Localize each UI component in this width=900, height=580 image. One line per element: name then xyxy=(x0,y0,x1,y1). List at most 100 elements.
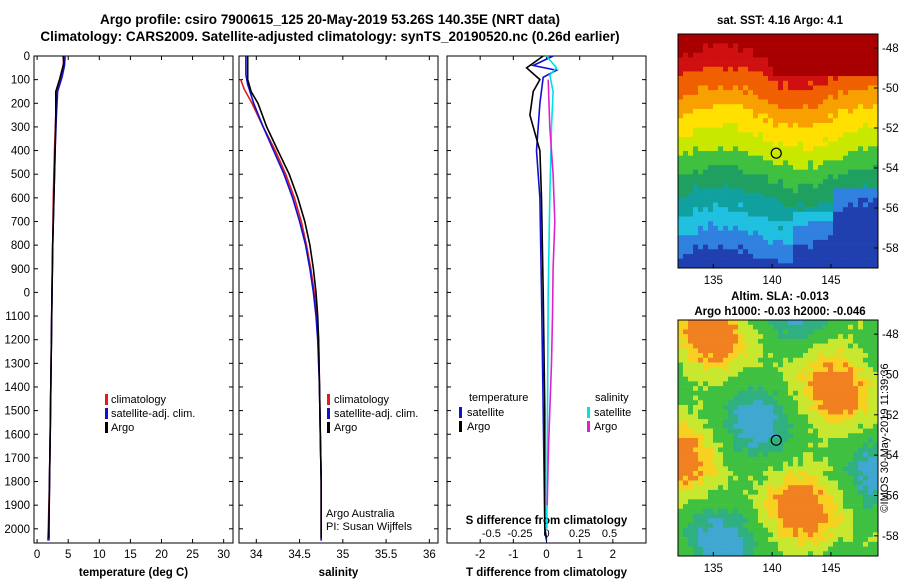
sal-xtick-label: 35 xyxy=(336,549,349,561)
temp-series-Argo xyxy=(48,55,65,539)
sla-ytick-label: -52 xyxy=(882,410,899,422)
sla-ytick-label: -54 xyxy=(882,450,899,462)
sst-map xyxy=(678,34,879,269)
sla-ytick-label: -50 xyxy=(882,369,899,381)
sla-xtick-label: 145 xyxy=(821,563,840,575)
sal-xtick-label: 34 xyxy=(250,549,263,561)
temp-xtick-label: 10 xyxy=(93,549,106,561)
sst-xtick-label: 135 xyxy=(704,275,723,287)
sst-ytick-label: -54 xyxy=(882,163,899,175)
sst-ytick-label: -48 xyxy=(882,43,899,55)
diff-legend-left: Argo xyxy=(467,421,490,433)
legend-swatch xyxy=(105,422,108,433)
diff-series-S-satellite xyxy=(545,55,558,529)
sal-legend-label: satellite-adj. clim. xyxy=(334,408,418,420)
temp-xtick-label: 15 xyxy=(124,549,137,561)
temp-legend-label: Argo xyxy=(111,422,134,434)
sst-float-marker xyxy=(770,147,782,159)
diff-xlabel: T difference from climatology xyxy=(466,567,628,579)
depth-tick-label: 1300 xyxy=(4,358,30,370)
diff-legend-right: Argo xyxy=(594,421,617,433)
sst-ytick-label: -56 xyxy=(882,203,899,215)
sla-ytick-label: -56 xyxy=(882,490,899,502)
sal-xtick-label: 36 xyxy=(423,549,436,561)
temp-xtick-label: 5 xyxy=(65,549,71,561)
temp-xlabel: temperature (deg C) xyxy=(79,567,188,579)
sla-map xyxy=(678,320,879,557)
diff-series-S-Argo xyxy=(546,79,556,506)
sla-float-marker xyxy=(770,434,782,446)
depth-tick-label: 500 xyxy=(11,169,30,181)
s-diff-tick-label: 0.25 xyxy=(569,528,590,540)
sst-ytick-label: -58 xyxy=(882,243,899,255)
depth-tick-label: 900 xyxy=(11,264,30,276)
chart-title-line2: Climatology: CARS2009. Satellite-adjuste… xyxy=(40,29,620,44)
depth-tick-label: 1100 xyxy=(5,311,30,323)
legend-swatch xyxy=(459,421,462,432)
sal-annotation-2: PI: Susan Wijffels xyxy=(326,521,412,533)
diff-series-T-satellite xyxy=(530,55,559,541)
depth-tick-label: 1400 xyxy=(4,382,30,394)
legend-swatch xyxy=(327,422,330,433)
sst-map-title: sat. SST: 4.16 Argo: 4.1 xyxy=(717,15,844,27)
sla-xtick-label: 140 xyxy=(763,563,782,575)
s-diff-tick-label: -0.25 xyxy=(507,528,532,540)
sal-legend-label: climatology xyxy=(334,394,390,406)
legend-swatch xyxy=(105,394,108,405)
sal-series-climatology xyxy=(239,79,322,541)
temp-xtick-label: 30 xyxy=(217,549,230,561)
diff-xtick-label: 1 xyxy=(576,549,582,561)
diff-legend-left: satellite xyxy=(467,407,504,419)
depth-tick-label: 1500 xyxy=(4,406,30,418)
s-diff-tick-label: 0.5 xyxy=(602,528,617,540)
sst-xtick-label: 145 xyxy=(821,275,840,287)
chart-title-line1: Argo profile: csiro 7900615_125 20-May-2… xyxy=(100,12,560,27)
s-diff-tick-label: -0.5 xyxy=(482,528,501,540)
sla-map-title-2: Argo h1000: -0.03 h2000: -0.046 xyxy=(694,306,865,318)
diff-xtick-label: 0 xyxy=(543,549,549,561)
temp-legend-label: climatology xyxy=(111,394,167,406)
temp-xtick-label: 20 xyxy=(155,549,168,561)
sal-series-Argo xyxy=(246,56,322,539)
sla-xtick-label: 135 xyxy=(704,563,723,575)
diff-xtick-label: -2 xyxy=(475,549,485,561)
depth-tick-label: 0 xyxy=(24,51,30,63)
legend-swatch xyxy=(327,408,330,419)
diff-series-T-Argo xyxy=(525,55,548,539)
sla-ytick-label: -48 xyxy=(882,329,899,341)
depth-tick-label: 200 xyxy=(11,98,30,110)
sal-xtick-label: 35.5 xyxy=(375,549,397,561)
sal-annotation-1: Argo Australia xyxy=(326,508,395,520)
sal-xlabel: salinity xyxy=(319,567,359,579)
sst-frame xyxy=(677,33,879,269)
depth-tick-label: 100 xyxy=(11,75,30,87)
watermark-text: ©IMOS 30-May-2019 11:39:36 xyxy=(879,363,891,512)
sla-frame xyxy=(677,319,879,557)
sla-ytick-label: -58 xyxy=(882,531,899,543)
legend-swatch xyxy=(587,421,590,432)
depth-tick-label: 1600 xyxy=(4,429,30,441)
legend-swatch xyxy=(587,407,590,418)
sal-series-satellite-adj--clim- xyxy=(245,56,322,541)
sst-xtick-label: 140 xyxy=(763,275,782,287)
diff-legend-title-left: temperature xyxy=(469,392,528,404)
diff-xtick-label: 2 xyxy=(610,549,616,561)
depth-tick-label: 400 xyxy=(11,146,30,158)
sst-ytick-label: -52 xyxy=(882,123,899,135)
legend-swatch xyxy=(327,394,330,405)
temp-xtick-label: 25 xyxy=(186,549,199,561)
diff-legend-title-right: salinity xyxy=(595,392,629,404)
sla-map-title-1: Altim. SLA: -0.013 xyxy=(731,291,829,303)
depth-tick-label: 700 xyxy=(11,216,30,228)
depth-tick-label: 800 xyxy=(11,240,30,252)
depth-tick-label: 300 xyxy=(11,122,30,134)
depth-tick-label: 0 xyxy=(24,287,30,299)
legend-swatch xyxy=(105,408,108,419)
depth-tick-label: 600 xyxy=(11,193,30,205)
temp-legend-label: satellite-adj. clim. xyxy=(111,408,195,420)
sal-legend-label: Argo xyxy=(334,422,357,434)
diff-legend-right: satellite xyxy=(594,407,631,419)
depth-tick-label: 1800 xyxy=(4,477,30,489)
sst-ytick-label: -50 xyxy=(882,83,899,95)
